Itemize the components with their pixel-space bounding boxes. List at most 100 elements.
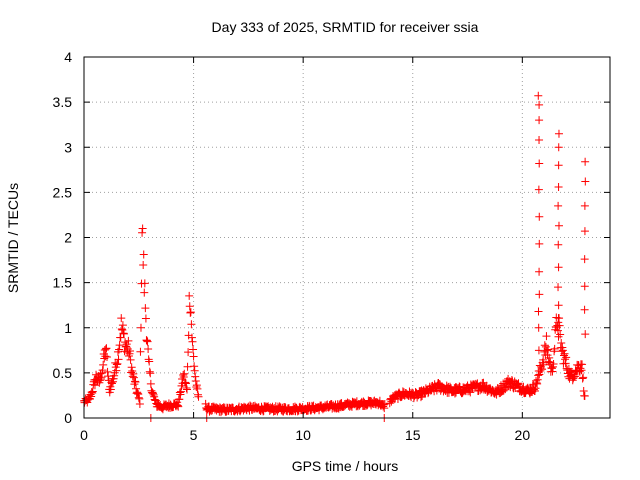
y-tick-label: 0 (64, 410, 72, 426)
data-point (138, 228, 147, 237)
data-point (149, 389, 158, 398)
data-point (190, 362, 199, 371)
data-point (561, 355, 570, 364)
data-point (144, 355, 153, 364)
data-point (149, 390, 158, 399)
data-point (183, 385, 192, 394)
data-point (126, 355, 135, 364)
data-point (176, 387, 185, 396)
data-point (554, 221, 563, 230)
chart-title: Day 333 of 2025, SRMTID for receiver ssi… (212, 19, 479, 35)
data-point (179, 373, 188, 382)
data-point (561, 359, 570, 368)
data-point (580, 391, 589, 400)
data-point (554, 182, 563, 191)
data-point (115, 345, 124, 354)
x-tick-label: 5 (190, 427, 198, 443)
data-point (98, 366, 107, 375)
data-point (181, 379, 190, 388)
data-point (434, 378, 443, 387)
y-tick-label: 2.5 (53, 184, 73, 200)
data-point (116, 333, 125, 342)
data-point (554, 143, 563, 152)
data-point (96, 369, 105, 378)
data-points (80, 91, 590, 422)
data-point (88, 388, 97, 397)
data-point (558, 346, 567, 355)
data-point (184, 348, 193, 357)
data-point (446, 382, 455, 391)
data-point (580, 201, 589, 210)
data-point (533, 379, 542, 388)
data-point (535, 239, 544, 248)
data-point (191, 372, 200, 381)
data-point (556, 330, 565, 339)
x-tick-label: 20 (515, 427, 531, 443)
y-axis-label: SRMTID / TECUs (5, 183, 21, 293)
data-point (554, 161, 563, 170)
data-point (136, 323, 145, 332)
data-point (129, 373, 138, 382)
data-point (175, 395, 184, 404)
data-point (127, 363, 136, 372)
data-point (193, 384, 202, 393)
data-point (535, 136, 544, 145)
data-point (194, 392, 203, 401)
x-tick-label: 15 (405, 427, 421, 443)
data-point (192, 382, 201, 391)
data-point (138, 224, 147, 233)
data-point (173, 401, 182, 410)
data-point (117, 324, 126, 333)
data-point (189, 345, 198, 354)
data-point (535, 116, 544, 125)
data-point (124, 351, 133, 360)
data-point (581, 177, 590, 186)
data-point (141, 304, 150, 313)
data-point (102, 344, 111, 353)
data-point (191, 376, 200, 385)
data-point (534, 346, 543, 355)
data-point (113, 359, 122, 368)
data-point (179, 371, 188, 380)
data-point (186, 308, 195, 317)
data-point (536, 366, 545, 375)
data-point (559, 351, 568, 360)
data-point (182, 384, 191, 393)
data-point (187, 333, 196, 342)
y-tick-label: 4 (64, 49, 72, 65)
axis-ticks: 0 5 10 15 20 0 0.5 1 1.5 2 2.5 3 3.5 4 (53, 49, 610, 443)
data-point (379, 400, 388, 409)
data-point (554, 129, 563, 138)
y-tick-label: 1 (64, 320, 72, 336)
data-point (534, 323, 543, 332)
data-point (192, 381, 201, 390)
data-point (146, 369, 155, 378)
data-point (112, 360, 121, 369)
data-point (580, 305, 589, 314)
data-point (134, 393, 143, 402)
data-point (118, 325, 127, 334)
data-point (581, 330, 590, 339)
data-point (532, 378, 541, 387)
data-point (136, 347, 145, 356)
data-point (106, 385, 115, 394)
data-point (119, 329, 128, 338)
data-point (555, 314, 564, 323)
y-tick-label: 0.5 (53, 365, 73, 381)
data-point (542, 332, 551, 341)
data-point (107, 379, 116, 388)
data-point (539, 360, 548, 369)
data-point (112, 366, 121, 375)
data-point (183, 362, 192, 371)
data-point (554, 318, 563, 327)
data-point (186, 308, 195, 317)
data-point (140, 288, 149, 297)
data-point (115, 341, 124, 350)
data-point (141, 314, 150, 323)
data-point (87, 388, 96, 397)
data-point (535, 159, 544, 168)
plot-frame (83, 56, 611, 419)
data-point (185, 291, 194, 300)
data-point (88, 387, 97, 396)
data-point (380, 399, 389, 408)
